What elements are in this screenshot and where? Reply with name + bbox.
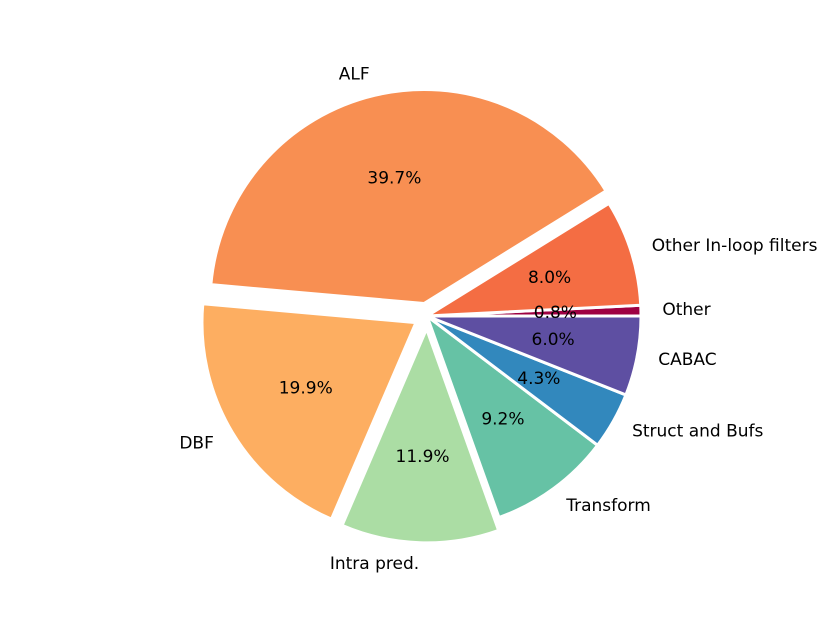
category-label-transform: Transform (565, 496, 651, 516)
pie-category-labels: Other Other In-loop filters ALF DBF Intra pr… (179, 64, 817, 574)
category-label-cabac: CABAC (658, 350, 716, 370)
slice-dbf (200, 302, 418, 521)
pie-slices (200, 88, 643, 545)
slice-transform (425, 314, 600, 520)
percent-label-alf: 39.7% (367, 169, 421, 189)
category-label-other: Other (662, 300, 710, 320)
percent-label-other-in-loop-filters: 8.0% (528, 268, 571, 288)
percent-label-transform: 9.2% (481, 410, 524, 430)
category-label-intra-pred: Intra pred. (330, 554, 419, 574)
slice-other-in-loop-filters (425, 201, 643, 318)
percent-label-cabac: 6.0% (532, 330, 575, 350)
percent-label-intra-pred: 11.9% (396, 447, 450, 467)
category-label-alf: ALF (339, 64, 370, 84)
slice-alf (209, 88, 608, 306)
category-label-other-in-loop-filters: Other In-loop filters (652, 236, 818, 256)
category-label-struct-and-bufs: Struct and Bufs (632, 422, 763, 442)
pie-percent-labels: 0.8% 8.0% 39.7% 19.9% 11.9% 9.2% 4.3% 6.0% (279, 169, 577, 468)
percent-label-struct-and-bufs: 4.3% (517, 369, 560, 389)
slice-cabac (425, 314, 643, 397)
category-label-dbf: DBF (179, 433, 214, 453)
percent-label-dbf: 19.9% (279, 378, 333, 398)
slice-intra-pred (340, 327, 501, 545)
percent-label-other: 0.8% (534, 303, 577, 323)
